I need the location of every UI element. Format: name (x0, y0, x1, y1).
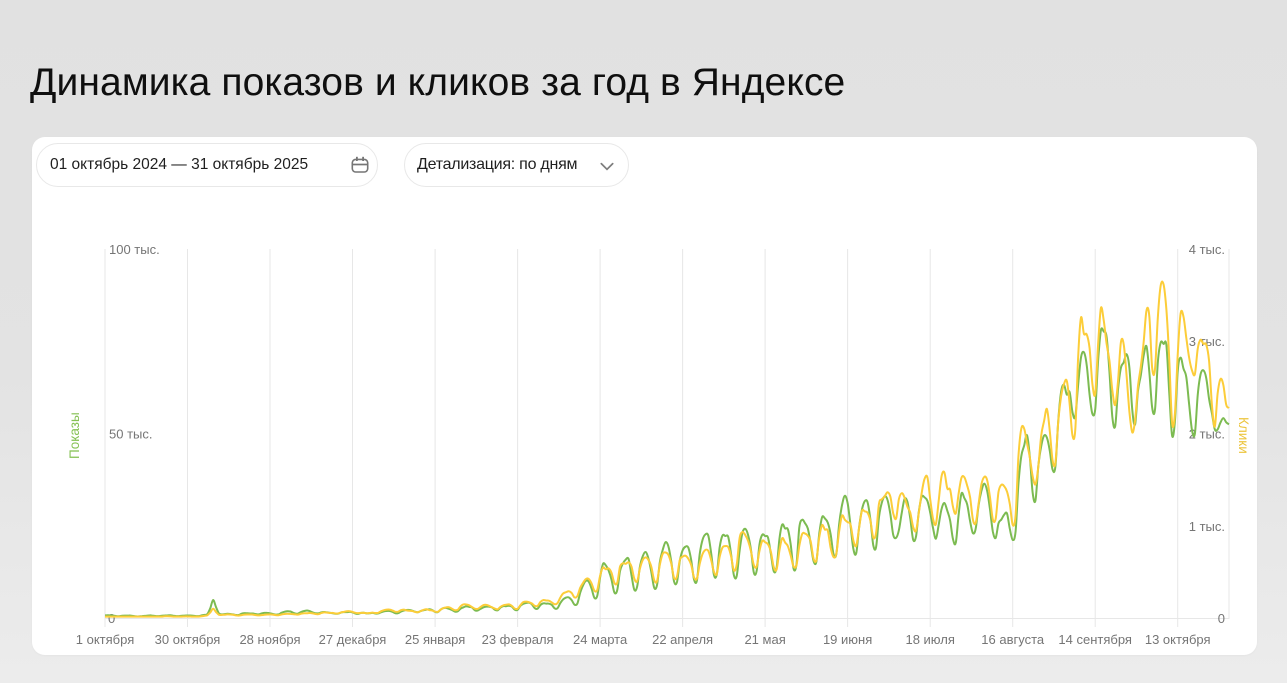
svg-text:0: 0 (1218, 611, 1225, 626)
svg-text:4 тыс.: 4 тыс. (1189, 242, 1225, 257)
svg-text:18 июля: 18 июля (905, 632, 954, 647)
svg-text:19 июня: 19 июня (823, 632, 872, 647)
svg-text:1 октября: 1 октября (76, 632, 134, 647)
svg-text:25 января: 25 января (405, 632, 465, 647)
svg-text:Показы: Показы (67, 412, 82, 459)
svg-text:21 мая: 21 мая (744, 632, 785, 647)
svg-text:27 декабря: 27 декабря (319, 632, 387, 647)
svg-text:100 тыс.: 100 тыс. (109, 242, 160, 257)
svg-text:13 октября: 13 октября (1145, 632, 1211, 647)
svg-text:28 ноября: 28 ноября (239, 632, 300, 647)
svg-text:22 апреля: 22 апреля (652, 632, 713, 647)
svg-text:0: 0 (108, 611, 115, 626)
svg-text:30 октября: 30 октября (155, 632, 221, 647)
svg-text:Клики: Клики (1236, 417, 1251, 454)
svg-text:23 февраля: 23 февраля (482, 632, 554, 647)
svg-text:50 тыс.: 50 тыс. (109, 427, 152, 442)
svg-text:14 сентября: 14 сентября (1058, 632, 1132, 647)
svg-text:16 августа: 16 августа (981, 632, 1045, 647)
svg-text:1 тыс.: 1 тыс. (1189, 519, 1225, 534)
svg-text:24 марта: 24 марта (573, 632, 628, 647)
